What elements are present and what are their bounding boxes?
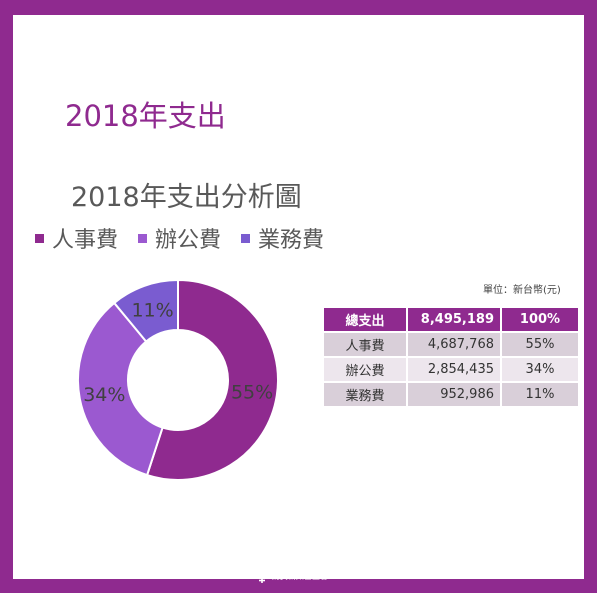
row-amount: 952,986 — [408, 383, 500, 406]
legend-swatch — [138, 233, 148, 243]
total-amount: 8,495,189 — [408, 308, 500, 331]
row-name: 辦公費 — [324, 358, 406, 381]
row-percent: 34% — [502, 358, 578, 381]
row-name: 人事費 — [324, 333, 406, 356]
legend-item-business: 業務費 — [241, 222, 324, 254]
footer-org-name: 婦女新知基金會 — [272, 571, 328, 581]
slice-personnel — [145, 278, 279, 481]
legend-label: 業務費 — [258, 228, 325, 253]
slice-office — [77, 301, 164, 477]
slice-data-label: 11% — [131, 299, 173, 321]
total-label: 總支出 — [324, 308, 406, 331]
slice-data-label: 55% — [231, 382, 273, 404]
page-title: 2018年支出 — [65, 99, 226, 133]
legend-item-office: 辦公費 — [138, 222, 221, 254]
legend-item-personnel: 人事費 — [35, 222, 118, 254]
content-card: 2018年支出 2018年支出分析圖 人事費 辦公費 業務費 55% 34% 11%… — [13, 15, 584, 579]
slice-data-label: 34% — [83, 384, 125, 406]
expense-summary-table: 總支出 8,495,189 100% 人事費 4,687,768 55% 辦公費… — [322, 306, 580, 408]
legend-label: 人事費 — [52, 228, 119, 253]
row-percent: 11% — [502, 383, 578, 406]
table-row: 辦公費 2,854,435 34% — [324, 358, 578, 381]
legend-swatch — [241, 233, 251, 243]
unit-note: 單位：新台幣(元) — [483, 285, 561, 296]
chart-legend: 人事費 辦公費 業務費 — [35, 222, 324, 254]
chart-title: 2018年支出分析圖 — [71, 182, 302, 213]
row-amount: 4,687,768 — [408, 333, 500, 356]
row-percent: 55% — [502, 333, 578, 356]
footer-logo: 婦女新知基金會 — [256, 568, 328, 584]
table-row: 業務費 952,986 11% — [324, 383, 578, 406]
female-symbol-icon — [257, 568, 267, 583]
slice-business — [112, 278, 179, 343]
legend-swatch — [35, 233, 44, 243]
donut-chart: 55% 34% 11% — [77, 278, 279, 481]
legend-label: 辦公費 — [155, 228, 222, 253]
row-name: 業務費 — [324, 383, 406, 406]
table-header-row: 總支出 8,495,189 100% — [324, 308, 578, 331]
row-amount: 2,854,435 — [408, 358, 500, 381]
total-percent: 100% — [502, 308, 578, 331]
table-row: 人事費 4,687,768 55% — [324, 333, 578, 356]
